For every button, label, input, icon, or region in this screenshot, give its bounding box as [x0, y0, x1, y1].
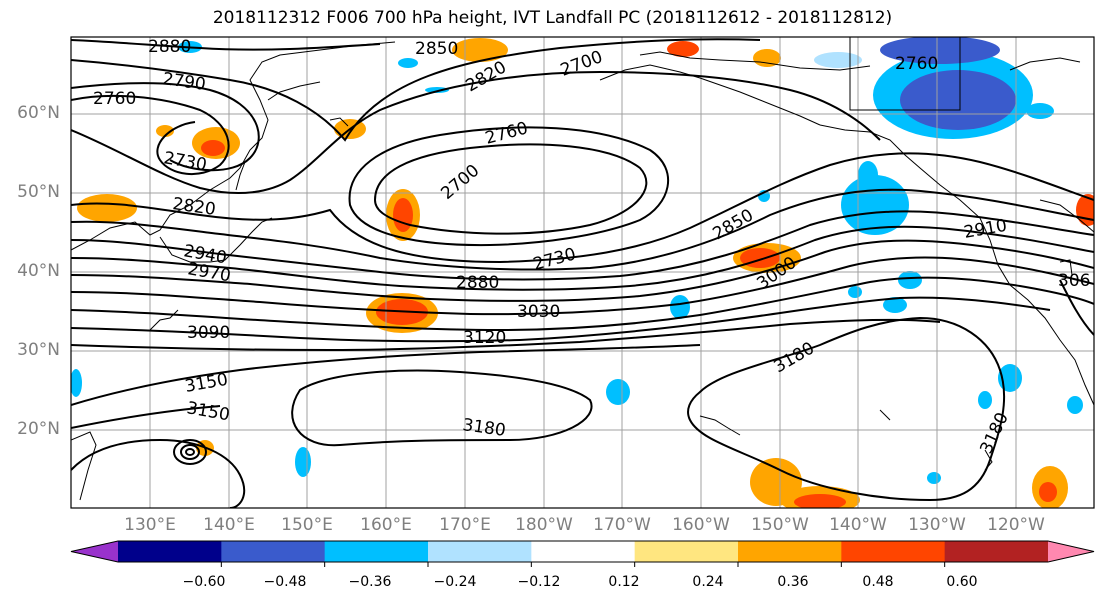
contour-label: 3120	[463, 328, 506, 348]
colorbar-segment	[221, 541, 326, 562]
lat-label: 20°N	[17, 419, 60, 439]
contour-label: 3090	[187, 323, 230, 343]
colorbar-tick-label: −0.48	[263, 574, 307, 590]
colorbar-tick-label: −0.60	[182, 574, 226, 590]
lon-label: 150°W	[751, 515, 809, 535]
colorbar-tick-label: −0.12	[517, 574, 561, 590]
lat-label: 30°N	[17, 340, 60, 360]
colorbar-tick-label: 0.48	[862, 574, 894, 590]
colorbar-segment	[738, 541, 842, 562]
height-contours	[71, 38, 1094, 508]
lon-label: 120°W	[987, 515, 1045, 535]
colorbar-tick-label: 0.36	[777, 574, 809, 590]
lon-label: 150°E	[281, 515, 333, 535]
colorbar-segment	[944, 541, 1049, 562]
colorbar-tick-label: −0.24	[433, 574, 477, 590]
lat-label: 40°N	[17, 261, 60, 281]
contour-label: 2760	[93, 89, 136, 109]
colorbar-segment	[841, 541, 946, 562]
colorbar-segment	[118, 541, 222, 562]
colorbar-segment	[428, 541, 532, 562]
lon-label: 160°E	[360, 515, 412, 535]
contour-label: 306	[1058, 271, 1090, 291]
lon-label: 160°W	[672, 515, 730, 535]
contour-label: 2760	[895, 54, 938, 74]
lat-label: 50°N	[17, 182, 60, 202]
contour-label: 3030	[517, 302, 560, 322]
colorbar-outline	[70, 540, 1095, 563]
map-title: 2018112312 F006 700 hPa height, IVT Land…	[212, 8, 893, 28]
coastlines	[71, 37, 1094, 501]
lon-label: 170°E	[439, 515, 491, 535]
colorbar-segment	[324, 541, 429, 562]
lon-label: 130°W	[908, 515, 966, 535]
contour-label: 2880	[456, 273, 499, 293]
contour-label: 2880	[148, 37, 191, 57]
colorbar-segment	[634, 541, 739, 562]
colorbar-tick-label: 0.24	[692, 574, 724, 590]
contour-label: 2850	[415, 39, 458, 59]
lon-label: 130°E	[124, 515, 176, 535]
colorbar-tick-label: −0.36	[348, 574, 392, 590]
lon-label: 170°W	[593, 515, 651, 535]
colorbar-tick-label: 0.60	[946, 574, 978, 590]
lat-label: 60°N	[17, 103, 60, 123]
graticule	[71, 37, 1094, 508]
colorbar-tick-label: 0.12	[608, 574, 640, 590]
lon-label: 180°W	[515, 515, 573, 535]
map-frame	[70, 36, 1095, 509]
colorbar-extend-low	[71, 541, 118, 562]
lon-label: 140°W	[829, 515, 887, 535]
colorbar-segment	[531, 541, 636, 562]
colorbar-extend-high	[1048, 541, 1094, 562]
lon-label: 140°E	[203, 515, 255, 535]
colorbar	[70, 540, 1095, 567]
